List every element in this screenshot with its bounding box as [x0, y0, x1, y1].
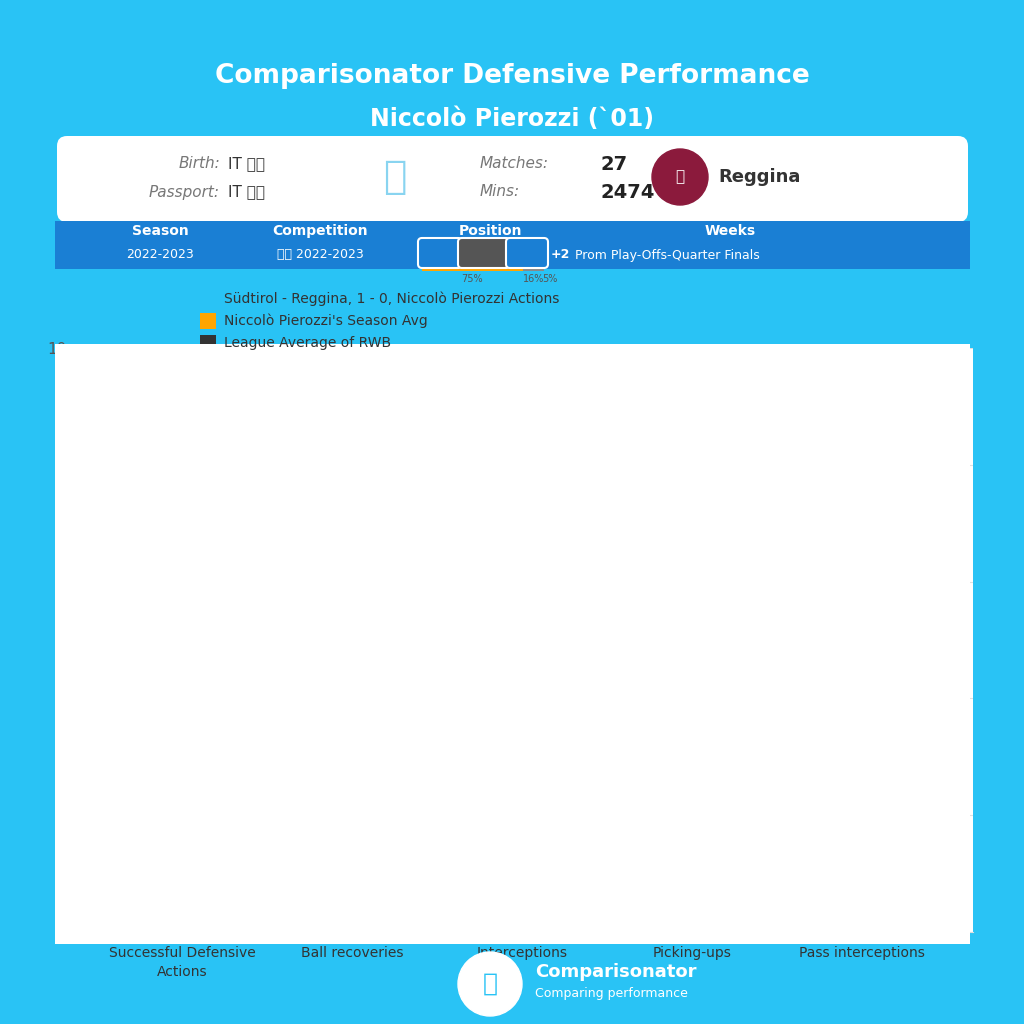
Text: 4.91: 4.91 [473, 622, 510, 637]
Text: +2: +2 [551, 249, 570, 261]
Text: 🇮🇹 2022-2023: 🇮🇹 2022-2023 [276, 249, 364, 261]
FancyBboxPatch shape [635, 815, 689, 932]
Text: 2022-2023: 2022-2023 [126, 249, 194, 261]
Bar [522, 263, 544, 271]
Text: Comparisonator Defensive Performance: Comparisonator Defensive Performance [215, 63, 809, 89]
Text: 2: 2 [656, 792, 667, 806]
Bar [525, 924, 580, 932]
Text: 8.04: 8.04 [198, 439, 228, 454]
Text: 2.59: 2.59 [708, 758, 738, 772]
Text: Prom Play-Offs-Quarter Finals: Prom Play-Offs-Quarter Finals [575, 249, 760, 261]
Bar [200, 313, 216, 329]
Text: 3.45: 3.45 [813, 707, 850, 722]
FancyBboxPatch shape [185, 463, 240, 932]
Bar [124, 924, 179, 932]
FancyBboxPatch shape [295, 455, 349, 932]
Text: Reggina: Reggina [718, 168, 801, 186]
Text: Mins:: Mins: [480, 184, 520, 200]
Bar [544, 263, 556, 271]
Text: Competition: Competition [272, 224, 368, 238]
Text: League Average of RWB: League Average of RWB [224, 336, 391, 350]
FancyBboxPatch shape [355, 543, 410, 932]
Text: ⛰: ⛰ [482, 972, 498, 996]
Bar [695, 924, 750, 932]
Bar [422, 263, 522, 271]
Bar [805, 924, 859, 932]
FancyBboxPatch shape [124, 433, 179, 932]
FancyBboxPatch shape [55, 221, 970, 269]
FancyBboxPatch shape [865, 797, 921, 932]
Text: 75%: 75% [462, 274, 483, 284]
Text: Comparisonator: Comparisonator [535, 963, 696, 981]
FancyBboxPatch shape [57, 136, 968, 222]
Text: 8.55: 8.55 [133, 409, 170, 424]
Text: 3.44: 3.44 [538, 709, 568, 722]
Text: Niccolò Pierozzi's Season Avg: Niccolò Pierozzi's Season Avg [224, 313, 428, 329]
Circle shape [652, 150, 708, 205]
Text: 27: 27 [600, 155, 627, 173]
Bar [185, 924, 240, 932]
Text: Südtirol - Reggina, 1 - 0, Niccolò Pierozzi Actions: Südtirol - Reggina, 1 - 0, Niccolò Piero… [224, 292, 559, 306]
FancyBboxPatch shape [418, 238, 462, 268]
FancyBboxPatch shape [458, 238, 510, 268]
Text: 6.66: 6.66 [368, 520, 398, 535]
FancyBboxPatch shape [506, 238, 548, 268]
FancyBboxPatch shape [465, 645, 519, 932]
Text: Season: Season [132, 224, 188, 238]
Bar [200, 335, 216, 351]
Text: RB: RB [431, 248, 449, 258]
Text: 5%: 5% [543, 274, 558, 284]
Text: Niccolò Pierozzi (`01): Niccolò Pierozzi (`01) [370, 106, 654, 131]
Text: 2474’: 2474’ [600, 182, 662, 202]
Text: Matches:: Matches: [480, 157, 549, 171]
FancyBboxPatch shape [805, 730, 859, 932]
Bar [865, 924, 921, 932]
Bar [635, 924, 689, 932]
Text: ⚽: ⚽ [676, 170, 685, 184]
Bar [295, 924, 349, 932]
Bar [465, 924, 519, 932]
Text: Passport:: Passport: [150, 184, 220, 200]
Text: Position: Position [459, 224, 522, 238]
Bar [55, 344, 970, 944]
Text: 16%: 16% [522, 274, 544, 284]
Text: 8.18: 8.18 [303, 431, 340, 445]
Bar [355, 924, 410, 932]
Text: 👣: 👣 [383, 158, 407, 196]
Text: LB: LB [519, 248, 535, 258]
Bar [200, 291, 216, 307]
FancyBboxPatch shape [525, 731, 580, 932]
FancyBboxPatch shape [695, 780, 750, 932]
Text: 2.31: 2.31 [878, 774, 908, 788]
Text: Weeks: Weeks [705, 224, 756, 238]
Text: RWB: RWB [469, 248, 499, 258]
Circle shape [458, 952, 522, 1016]
Text: Birth:: Birth: [178, 157, 220, 171]
Text: IT 🇮🇹: IT 🇮🇹 [228, 157, 265, 171]
Text: Comparing performance: Comparing performance [535, 987, 688, 1000]
Text: IT 🇮🇹: IT 🇮🇹 [228, 184, 265, 200]
